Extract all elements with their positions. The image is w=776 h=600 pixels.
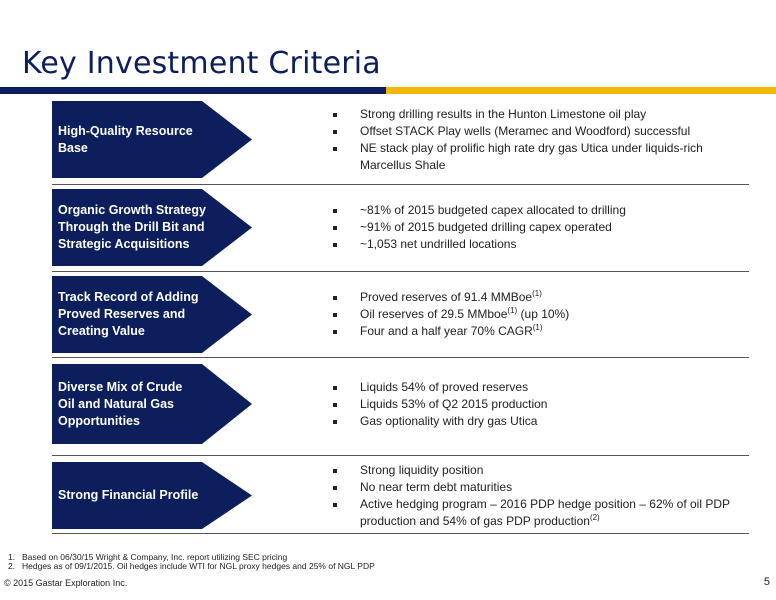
row-divider: [52, 357, 749, 358]
title-underline-gold: [386, 87, 776, 94]
criteria-label: Diverse Mix of Crude Oil and Natural Gas…: [58, 379, 183, 428]
bullet-item: ~91% of 2015 budgeted drilling capex ope…: [330, 219, 730, 236]
bullet-item: ~1,053 net undrilled locations: [330, 236, 730, 253]
bullet-item: Liquids 54% of proved reserves: [330, 379, 730, 396]
criteria-arrow: Strong Financial Profile: [52, 462, 252, 529]
row-divider: [52, 271, 749, 272]
bullet-text: Strong liquidity position: [360, 462, 484, 477]
bullet-text: Gas optionality with dry gas Utica: [360, 413, 538, 428]
bullet-item: Oil reserves of 29.5 MMboe(1) (up 10%): [330, 306, 730, 323]
bullet-text: ~81% of 2015 budgeted capex allocated to…: [360, 203, 626, 217]
row-divider: [52, 184, 749, 185]
bullet-text: Liquids 54% of proved reserves: [360, 379, 529, 394]
bullet-text: Oil reserves of 29.5 MMboe: [360, 307, 508, 321]
bullet-item: Gas optionality with dry gas Utica: [330, 413, 730, 430]
criteria-row: Diverse Mix of Crude Oil and Natural Gas…: [52, 364, 749, 444]
bullet-list: Strong drilling results in the Hunton Li…: [330, 101, 730, 178]
bullet-text: ~91% of 2015 budgeted drilling capex ope…: [360, 220, 612, 234]
row-divider: [52, 455, 749, 456]
bullet-text: Strong drilling results in the Hunton Li…: [360, 106, 647, 121]
criteria-label: Strong Financial Profile: [58, 488, 199, 502]
bullet-text: Four and a half year 70% CAGR: [360, 324, 533, 338]
bullet-item: NE stack play of prolific high rate dry …: [330, 140, 730, 174]
criteria-label: High-Quality Resource Base: [58, 123, 193, 155]
criteria-arrow: Track Record of Adding Proved Reserves a…: [52, 276, 252, 353]
criteria-row: Organic Growth Strategy Through the Dril…: [52, 189, 749, 266]
footnote-marker: (2): [589, 512, 600, 522]
criteria-arrow: High-Quality Resource Base: [52, 101, 252, 178]
bullet-item: No near term debt maturities: [330, 479, 730, 496]
criteria-row: Strong Financial Profile Strong liquidity…: [52, 462, 749, 529]
bullet-list: ~81% of 2015 budgeted capex allocated to…: [330, 189, 730, 266]
bullet-list: Proved reserves of 91.4 MMBoe(1) Oil rese…: [330, 276, 730, 353]
bullet-item: ~81% of 2015 budgeted capex allocated to…: [330, 202, 730, 219]
bullet-list: Liquids 54% of proved reserves Liquids 53…: [330, 364, 730, 444]
footnote-1: 1. Based on 06/30/15 Wright & Company, I…: [8, 552, 288, 562]
bullet-item: Liquids 53% of Q2 2015 production: [330, 396, 730, 413]
bullet-text-tail: (up 10%): [517, 307, 570, 321]
bullet-item: Active hedging program – 2016 PDP hedge …: [330, 496, 730, 530]
page-number: 5: [763, 576, 770, 588]
footnotes: 1. Based on 06/30/15 Wright & Company, I…: [8, 553, 375, 571]
bullet-item: Offset STACK Play wells (Meramec and Woo…: [330, 123, 730, 140]
bullet-text: NE stack play of prolific high rate dry …: [360, 140, 703, 172]
criteria-row: Track Record of Adding Proved Reserves a…: [52, 276, 749, 353]
criteria-row: High-Quality Resource Base Strong drillin…: [52, 101, 749, 178]
row-divider: [52, 533, 749, 534]
bullet-item: Strong liquidity position: [330, 462, 730, 479]
footnote-marker: (1): [532, 323, 543, 332]
criteria-label: Organic Growth Strategy Through the Dril…: [58, 203, 206, 251]
copyright: © 2015 Gastar Exploration Inc.: [4, 578, 128, 588]
bullet-text: Offset STACK Play wells (Meramec and Woo…: [360, 123, 691, 138]
footnote-marker: (1): [507, 306, 518, 315]
page-title: Key Investment Criteria: [22, 46, 381, 81]
footnote-marker: (1): [532, 289, 542, 298]
criteria-arrow: Organic Growth Strategy Through the Dril…: [52, 189, 252, 266]
footnote-2: 2. Hedges as of 09/1/2015. Oil hedges in…: [8, 561, 375, 571]
bullet-list: Strong liquidity position No near term de…: [330, 462, 730, 529]
bullet-text: ~1,053 net undrilled locations: [360, 237, 517, 251]
bullet-item: Proved reserves of 91.4 MMBoe(1): [330, 289, 730, 306]
criteria-label: Track Record of Adding Proved Reserves a…: [58, 290, 199, 338]
bullet-item: Strong drilling results in the Hunton Li…: [330, 106, 730, 123]
bullet-text: No near term debt maturities: [360, 479, 513, 494]
title-underline-navy: [0, 87, 386, 94]
criteria-arrow: Diverse Mix of Crude Oil and Natural Gas…: [52, 364, 252, 444]
bullet-text: Active hedging program – 2016 PDP hedge …: [360, 496, 730, 528]
bullet-text: Liquids 53% of Q2 2015 production: [360, 396, 548, 411]
bullet-text: Proved reserves of 91.4 MMBoe: [360, 290, 533, 304]
bullet-item: Four and a half year 70% CAGR(1): [330, 323, 730, 340]
